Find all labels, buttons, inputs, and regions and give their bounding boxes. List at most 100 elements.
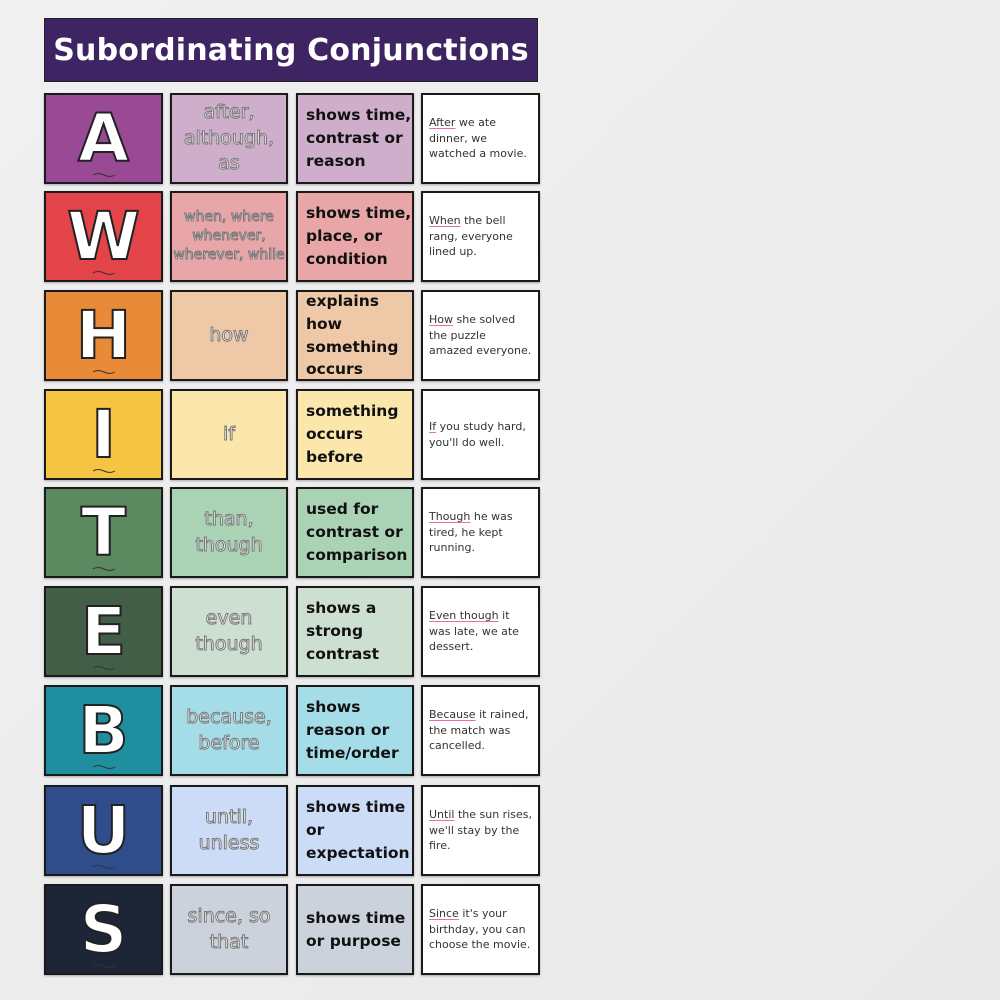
letter: B xyxy=(77,691,129,769)
example-sentence: After we ate dinner, we watched a movie. xyxy=(429,115,532,161)
table-row: H how explains how something occurs How … xyxy=(44,290,540,381)
letter-cell: U xyxy=(44,785,163,876)
poster-title: Subordinating Conjunctions xyxy=(44,18,538,82)
example-cell: Since it's your birthday, you can choose… xyxy=(421,884,540,975)
example-sentence: Because it rained, the match was cancell… xyxy=(429,707,532,753)
letter-cell: S xyxy=(44,884,163,975)
meaning-text: shows time or purpose xyxy=(306,908,406,950)
meaning-cell: shows time, contrast or reason xyxy=(296,93,414,184)
table-row: W when, where whenever, wherever, while … xyxy=(44,191,540,282)
squiggle-icon xyxy=(92,469,115,473)
example-rest: he was tired, he kept running. xyxy=(429,510,513,555)
conjunction-words: than, though xyxy=(195,507,263,556)
table-row: I if something occurs before If you stud… xyxy=(44,389,540,480)
squiggle-icon xyxy=(92,370,115,374)
example-conjunction: Because xyxy=(429,708,476,722)
meaning-cell: shows time or purpose xyxy=(296,884,414,975)
meaning-text: shows a strong contrast xyxy=(306,599,380,663)
example-cell: Even though it was late, we ate dessert. xyxy=(421,586,540,677)
meaning-text: explains how something occurs xyxy=(306,291,399,379)
example-conjunction: Though xyxy=(429,510,471,524)
example-rest: the sun rises, we'll stay by the fire. xyxy=(429,808,532,853)
meaning-cell: shows time or expectation xyxy=(296,785,414,876)
conjunction-words: because, before xyxy=(186,705,273,754)
example-sentence: Though he was tired, he kept running. xyxy=(429,509,532,555)
meaning-text: something occurs before xyxy=(306,402,399,466)
conjunction-words: when, where whenever, wherever, while xyxy=(173,208,285,264)
conjunction-words: after, although, as xyxy=(183,101,275,175)
letter-cell: H xyxy=(44,290,163,381)
table-row: S since, so that shows time or purpose S… xyxy=(44,884,540,975)
conjunction-cell: even though xyxy=(170,586,288,677)
example-sentence: If you study hard, you'll do well. xyxy=(429,419,532,450)
letter: T xyxy=(80,493,127,571)
conjunction-words: since, so that xyxy=(187,904,271,953)
meaning-text: shows time, place, or condition xyxy=(306,204,412,268)
conjunction-words: if xyxy=(223,422,236,445)
example-conjunction: Even though xyxy=(429,609,499,623)
table-row: B because, before shows reason or time/o… xyxy=(44,685,540,776)
letter: S xyxy=(79,890,129,968)
conjunction-cell: since, so that xyxy=(170,884,288,975)
squiggle-icon xyxy=(92,964,115,968)
conjunction-cell: until, unless xyxy=(170,785,288,876)
example-cell: Until the sun rises, we'll stay by the f… xyxy=(421,785,540,876)
table-row: E even though shows a strong contrast Ev… xyxy=(44,586,540,677)
example-rest: we ate dinner, we watched a movie. xyxy=(429,116,527,161)
example-cell: How she solved the puzzle amazed everyon… xyxy=(421,290,540,381)
example-sentence: Since it's your birthday, you can choose… xyxy=(429,906,532,952)
meaning-text: shows time or expectation xyxy=(306,798,410,862)
example-conjunction: If xyxy=(429,420,437,434)
meaning-cell: shows a strong contrast xyxy=(296,586,414,677)
meaning-cell: something occurs before xyxy=(296,389,414,480)
letter-cell: B xyxy=(44,685,163,776)
meaning-text: shows reason or time/order xyxy=(306,698,399,762)
letter-cell: I xyxy=(44,389,163,480)
conjunction-cell: how xyxy=(170,290,288,381)
meaning-text: used for contrast or comparison xyxy=(306,500,408,564)
example-sentence: When the bell rang, everyone lined up. xyxy=(429,213,532,259)
table-row: U until, unless shows time or expectatio… xyxy=(44,785,540,876)
example-conjunction: How xyxy=(429,313,453,327)
example-cell: Because it rained, the match was cancell… xyxy=(421,685,540,776)
example-cell: Though he was tired, he kept running. xyxy=(421,487,540,578)
letter-cell: E xyxy=(44,586,163,677)
letter-cell: A xyxy=(44,93,163,184)
example-conjunction: When xyxy=(429,214,461,228)
letter: W xyxy=(66,197,141,275)
meaning-cell: shows time, place, or condition xyxy=(296,191,414,282)
letter: A xyxy=(77,99,130,177)
meaning-cell: explains how something occurs xyxy=(296,290,414,381)
conjunction-cell: when, where whenever, wherever, while xyxy=(170,191,288,282)
letter-cell: W xyxy=(44,191,163,282)
example-sentence: Even though it was late, we ate dessert. xyxy=(429,608,532,654)
table-row: T than, though used for contrast or comp… xyxy=(44,487,540,578)
letter: H xyxy=(75,296,132,374)
conjunction-cell: if xyxy=(170,389,288,480)
table-row: A after, although, as shows time, contra… xyxy=(44,93,540,184)
example-rest: it rained, the match was cancelled. xyxy=(429,708,529,753)
letter: E xyxy=(80,592,127,670)
conjunction-cell: after, although, as xyxy=(170,93,288,184)
example-rest: it's your birthday, you can choose the m… xyxy=(429,907,531,952)
squiggle-icon xyxy=(92,173,115,177)
letter: U xyxy=(76,791,132,869)
letter: I xyxy=(90,395,117,473)
meaning-cell: used for contrast or comparison xyxy=(296,487,414,578)
conjunction-words: even though xyxy=(195,606,263,655)
example-rest: it was late, we ate dessert. xyxy=(429,609,519,654)
example-sentence: How she solved the puzzle amazed everyon… xyxy=(429,312,532,358)
letter-cell: T xyxy=(44,487,163,578)
example-rest: she solved the puzzle amazed everyone. xyxy=(429,313,532,358)
example-rest: you study hard, you'll do well. xyxy=(429,420,526,449)
conjunction-cell: because, before xyxy=(170,685,288,776)
example-sentence: Until the sun rises, we'll stay by the f… xyxy=(429,807,532,853)
example-cell: If you study hard, you'll do well. xyxy=(421,389,540,480)
squiggle-icon xyxy=(92,567,115,571)
conjunction-cell: than, though xyxy=(170,487,288,578)
example-cell: When the bell rang, everyone lined up. xyxy=(421,191,540,282)
squiggle-icon xyxy=(92,865,115,869)
example-cell: After we ate dinner, we watched a movie. xyxy=(421,93,540,184)
squiggle-icon xyxy=(92,765,115,769)
meaning-text: shows time, contrast or reason xyxy=(306,106,412,170)
